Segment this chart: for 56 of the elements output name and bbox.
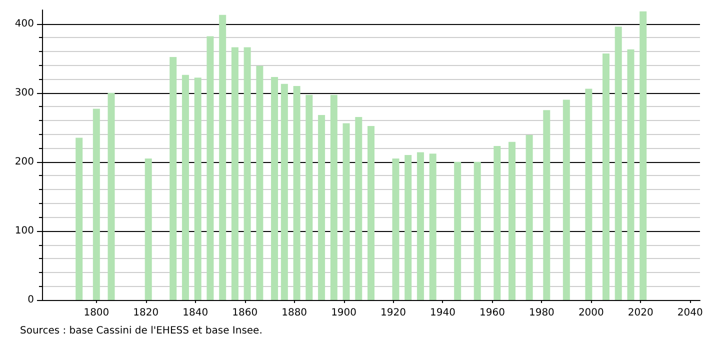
x-tick-label: 1980 xyxy=(528,308,554,318)
bar xyxy=(404,155,412,300)
bar xyxy=(293,86,300,300)
x-tick-label: 1940 xyxy=(430,308,456,318)
x-tick-label: 1900 xyxy=(331,308,357,318)
x-tick-label: 1960 xyxy=(479,308,505,318)
bar xyxy=(76,138,83,300)
x-tick-label: 2040 xyxy=(677,308,703,318)
x-tick-label: 2020 xyxy=(628,308,654,318)
x-tick-label: 1820 xyxy=(133,308,159,318)
bar xyxy=(392,158,400,300)
bar xyxy=(429,154,436,300)
bar xyxy=(454,162,462,300)
bar xyxy=(508,142,516,300)
bar xyxy=(627,49,634,300)
bar xyxy=(526,134,533,300)
bar xyxy=(640,11,647,300)
bar xyxy=(474,162,481,300)
bar xyxy=(219,14,226,300)
y-tick-label: 400 xyxy=(14,18,34,30)
bar xyxy=(170,56,177,300)
bar xyxy=(543,110,550,300)
bar xyxy=(585,88,592,300)
bar xyxy=(280,84,288,300)
bar xyxy=(318,114,326,300)
x-tick-label: 1840 xyxy=(182,308,208,318)
x-tick-label: 1880 xyxy=(282,308,308,318)
bar xyxy=(368,126,374,300)
bar xyxy=(231,47,238,300)
bar xyxy=(342,123,350,300)
y-tick-label: 200 xyxy=(14,156,34,168)
bar xyxy=(355,117,362,300)
bar xyxy=(256,66,264,300)
bar xyxy=(306,94,313,300)
x-tick-label: 1800 xyxy=(84,308,110,318)
x-tick-label: 2000 xyxy=(578,308,604,318)
bar xyxy=(244,47,251,300)
bar xyxy=(330,94,338,300)
x-tick-label: 1860 xyxy=(232,308,258,318)
x-tick-label: 1920 xyxy=(380,308,406,318)
bar xyxy=(614,26,622,300)
bar xyxy=(108,92,115,300)
bar xyxy=(602,54,610,300)
y-tick-label: 300 xyxy=(14,87,34,98)
y-tick-label: 100 xyxy=(14,225,34,236)
bar xyxy=(271,76,278,300)
y-tick-label: 0 xyxy=(28,294,34,306)
bar xyxy=(144,158,152,300)
bar xyxy=(182,74,189,300)
bar xyxy=(562,100,570,300)
bar xyxy=(92,108,100,300)
bar xyxy=(206,36,214,300)
bar xyxy=(494,146,501,300)
bar xyxy=(194,78,202,300)
source-note: Sources : base Cassini de l'EHESS et base Insee. xyxy=(20,326,262,336)
bar xyxy=(416,152,424,300)
